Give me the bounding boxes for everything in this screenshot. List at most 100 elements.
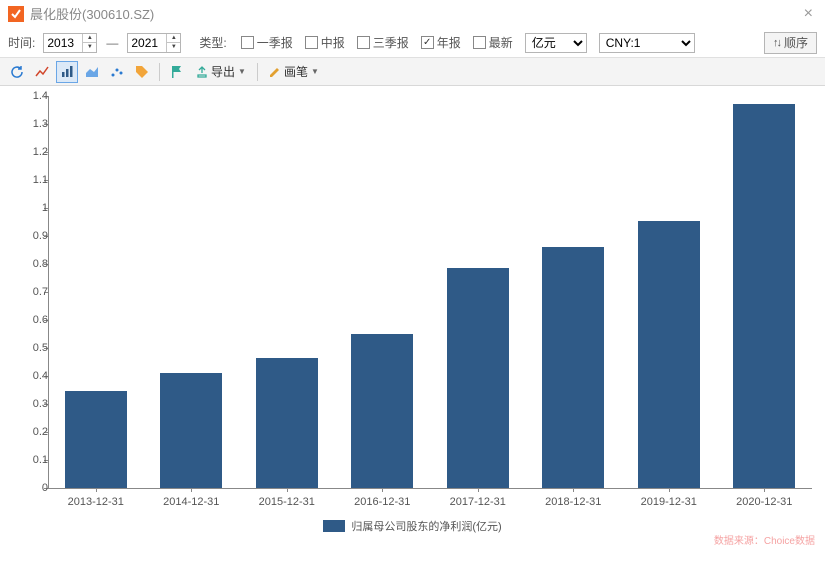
tag-button[interactable] [131, 61, 153, 83]
checkbox-label: 中报 [321, 34, 345, 51]
chevron-down-icon-2: ▼ [311, 67, 319, 76]
watermark: 数据来源：Choice数据 [714, 532, 815, 547]
toolbar: 导出 ▼ 画笔 ▼ [0, 58, 825, 86]
sort-icon: ↑↓ [773, 37, 780, 49]
pencil-icon [269, 66, 281, 78]
toolbar-separator [159, 63, 160, 81]
bar-chart-button[interactable] [56, 61, 78, 83]
y-tick-label: 0.1 [33, 454, 48, 466]
y-tick-label: 0.6 [33, 314, 48, 326]
x-tick-label: 2016-12-31 [354, 496, 410, 508]
checkbox-label: 三季报 [373, 34, 409, 51]
area-chart-button[interactable] [81, 61, 103, 83]
x-tick-label: 2014-12-31 [163, 496, 219, 508]
year-to-spinner[interactable]: ▲ ▼ [127, 33, 181, 53]
flag-button[interactable] [166, 61, 188, 83]
chart-area: 0 0.1 0.2 0.3 0.4 0.5 0.6 0.7 0.8 0.9 1 1.1 1.2 1.3 1.… [0, 86, 825, 551]
bar [65, 391, 127, 488]
checkbox-0[interactable]: 一季报 [241, 34, 293, 51]
scatter-button[interactable] [106, 61, 128, 83]
checkbox-1[interactable]: 中报 [305, 34, 345, 51]
x-tick [382, 488, 383, 492]
y-tick-label: 1.4 [33, 90, 48, 102]
x-tick-label: 2015-12-31 [259, 496, 315, 508]
y-tick-label: 0.3 [33, 398, 48, 410]
checkbox-box[interactable] [305, 36, 318, 49]
x-tick-label: 2018-12-31 [545, 496, 601, 508]
y-tick-label: 0.5 [33, 342, 48, 354]
y-tick-label: 0.9 [33, 230, 48, 242]
bar [542, 247, 604, 488]
export-label: 导出 [211, 63, 235, 80]
x-tick [478, 488, 479, 492]
unit-select[interactable]: 亿元 [525, 33, 587, 53]
time-label: 时间: [8, 34, 35, 51]
checkbox-label: 最新 [489, 34, 513, 51]
x-tick [287, 488, 288, 492]
checkbox-3[interactable]: 年报 [421, 34, 461, 51]
brush-button[interactable]: 画笔 ▼ [264, 61, 324, 83]
y-tick-label: 0.7 [33, 286, 48, 298]
year-to-down[interactable]: ▼ [167, 43, 180, 52]
checkbox-4[interactable]: 最新 [473, 34, 513, 51]
checkbox-label: 年报 [437, 34, 461, 51]
bar [733, 104, 795, 488]
year-to-input[interactable] [128, 34, 166, 52]
export-icon [196, 66, 208, 78]
checkbox-box[interactable] [357, 36, 370, 49]
year-from-down[interactable]: ▼ [83, 43, 96, 52]
y-tick-label: 1.2 [33, 146, 48, 158]
x-tick [191, 488, 192, 492]
x-tick-label: 2013-12-31 [68, 496, 124, 508]
filter-bar: 时间: ▲ ▼ — ▲ ▼ 类型: 一季报中报三季报年报最新 亿元 CNY:1 … [0, 28, 825, 58]
y-tick-label: 0.2 [33, 426, 48, 438]
y-tick-label: 0 [42, 482, 48, 494]
currency-select[interactable]: CNY:1 [599, 33, 695, 53]
checkbox-2[interactable]: 三季报 [357, 34, 409, 51]
legend-swatch [323, 520, 345, 532]
toolbar-separator-2 [257, 63, 258, 81]
legend-label: 归属母公司股东的净利润(亿元) [351, 518, 501, 534]
close-icon[interactable]: × [800, 5, 817, 23]
year-from-input[interactable] [44, 34, 82, 52]
x-tick [573, 488, 574, 492]
brush-label: 画笔 [284, 63, 308, 80]
y-tick-label: 0.4 [33, 370, 48, 382]
checkbox-box[interactable] [241, 36, 254, 49]
bar [256, 358, 318, 488]
window-title: 晨化股份(300610.SZ) [30, 4, 154, 23]
bar [160, 373, 222, 488]
bar [638, 221, 700, 488]
x-tick-label: 2019-12-31 [641, 496, 697, 508]
checkbox-box[interactable] [421, 36, 434, 49]
year-to-up[interactable]: ▲ [167, 34, 180, 44]
bar [447, 268, 509, 488]
year-from-up[interactable]: ▲ [83, 34, 96, 44]
chevron-down-icon: ▼ [238, 67, 246, 76]
y-tick-label: 0.8 [33, 258, 48, 270]
y-tick-label: 1.1 [33, 174, 48, 186]
bar [351, 334, 413, 488]
year-from-spinner[interactable]: ▲ ▼ [43, 33, 97, 53]
x-tick [764, 488, 765, 492]
export-button[interactable]: 导出 ▼ [191, 61, 251, 83]
x-tick-label: 2020-12-31 [736, 496, 792, 508]
x-tick-label: 2017-12-31 [450, 496, 506, 508]
order-button[interactable]: ↑↓ 顺序 [764, 32, 817, 54]
legend: 归属母公司股东的净利润(亿元) [0, 518, 825, 534]
x-axis [48, 488, 812, 489]
type-label: 类型: [199, 34, 226, 51]
x-tick [96, 488, 97, 492]
range-dash: — [103, 36, 121, 50]
order-button-label: 顺序 [784, 34, 808, 51]
app-icon [8, 6, 24, 22]
x-tick [669, 488, 670, 492]
line-chart-button[interactable] [31, 61, 53, 83]
y-tick-label: 1.3 [33, 118, 48, 130]
checkbox-label: 一季报 [257, 34, 293, 51]
y-tick-label: 1 [42, 202, 48, 214]
checkbox-box[interactable] [473, 36, 486, 49]
y-axis [48, 96, 49, 488]
refresh-button[interactable] [6, 61, 28, 83]
title-bar: 晨化股份(300610.SZ) × [0, 0, 825, 28]
